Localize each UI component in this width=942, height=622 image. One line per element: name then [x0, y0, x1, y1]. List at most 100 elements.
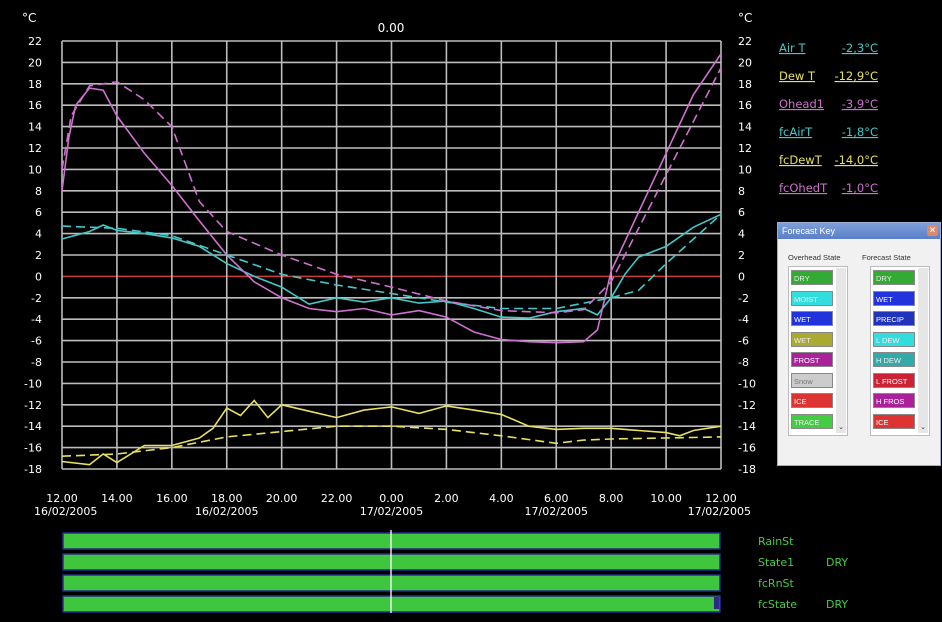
series-air-t: [61, 213, 722, 319]
series-fcohedt: [61, 67, 722, 314]
forecast-state-list[interactable]: ICE H FROS L FROST H DEW L DEW PRECIP WET DRY ⌄: [870, 266, 930, 436]
y-tick-label: 16: [28, 99, 42, 112]
chart-series: [61, 53, 722, 466]
y-tick-label: 18: [738, 78, 752, 91]
forecast-key-window[interactable]: Forecast Key ✕ Overhead State Forecast S…: [777, 222, 941, 466]
y-tick-label: -16: [24, 442, 42, 455]
forecast-key-titlebar[interactable]: Forecast Key ✕: [778, 223, 940, 239]
state-chip: FROST: [791, 352, 833, 367]
status-bar-end-marker: [714, 597, 719, 609]
y-tick-label: -2: [738, 292, 749, 305]
status-bar-label: State1: [758, 556, 794, 569]
y-tick-label: 6: [35, 206, 42, 219]
y-tick-label: 18: [28, 78, 42, 91]
state-chip: H DEW: [873, 352, 915, 367]
legend-value: -1,0°C: [842, 181, 878, 195]
close-icon[interactable]: ✕: [927, 225, 938, 236]
state-chip: TRACE: [791, 413, 833, 429]
overhead-list-scrollbar[interactable]: ⌄: [836, 268, 846, 433]
y-tick-label: 20: [28, 56, 42, 69]
x-tick-date: 17/02/2005: [525, 505, 588, 518]
y-tick-label: -8: [738, 356, 749, 369]
y-tick-label: 14: [738, 121, 752, 134]
y-tick-label: -10: [738, 377, 756, 390]
y-unit-right: °C: [738, 11, 752, 25]
state-chip: WET: [791, 311, 833, 326]
legend-name: Dew T: [779, 69, 816, 83]
chart-legend: Air T -2,3°C Dew T -12,9°C Ohead1 -3,9°C fcAir…: [779, 41, 878, 195]
legend-value: -3,9°C: [842, 97, 878, 111]
y-tick-label: 10: [738, 163, 752, 176]
x-tick-label: 12.00: [46, 492, 78, 505]
x-tick-date: 17/02/2005: [688, 505, 751, 518]
y-tick-label: 4: [35, 228, 42, 241]
legend-value: -1,8°C: [842, 125, 878, 139]
state-chip: H FROS: [873, 393, 915, 408]
y-tick-label: 20: [738, 56, 752, 69]
y-tick-label: -6: [738, 335, 749, 348]
y-tick-label: -12: [24, 399, 42, 412]
legend-name: fcDewT: [779, 153, 823, 167]
series-dew-t: [61, 399, 722, 466]
y-tick-label: -12: [738, 399, 756, 412]
y-tick-label: 8: [738, 185, 745, 198]
chevron-down-icon[interactable]: ⌄: [838, 424, 844, 431]
state-chip: Snow: [791, 372, 833, 388]
x-tick-label: 0.00: [379, 492, 404, 505]
series-fcdewt: [61, 425, 722, 457]
y-tick-label: -14: [24, 420, 42, 433]
y-unit-left: °C: [22, 11, 36, 25]
chevron-down-icon[interactable]: ⌄: [920, 424, 926, 431]
y-tick-label: -14: [738, 420, 756, 433]
status-bar-value: DRY: [826, 556, 848, 569]
state-chip: PRECIP: [873, 311, 915, 326]
x-tick-date: 16/02/2005: [195, 505, 258, 518]
x-tick-label: 10.00: [650, 492, 682, 505]
legend-name: Ohead1: [779, 97, 824, 111]
y-tick-label: 0: [35, 270, 42, 283]
state-chip: MOIST: [791, 290, 833, 306]
y-tick-label: 0: [738, 270, 745, 283]
y-tick-label: -18: [738, 463, 756, 476]
y-tick-label: -2: [31, 292, 42, 305]
x-tick-label: 4.00: [489, 492, 514, 505]
y-tick-label: 22: [28, 35, 42, 48]
legend-name: fcOhedT: [779, 181, 828, 195]
y-tick-label: 12: [28, 142, 42, 155]
status-bar-value: DRY: [826, 598, 848, 611]
x-tick-date: 16/02/2005: [34, 505, 97, 518]
y-tick-label: 16: [738, 99, 752, 112]
legend-value: -14,0°C: [834, 153, 878, 167]
y-tick-label: -6: [31, 335, 42, 348]
state-chip: ICE: [791, 393, 833, 408]
forecast-state-header: Forecast State: [862, 253, 911, 262]
chart-grid: [61, 40, 722, 470]
forecast-key-title: Forecast Key: [782, 226, 836, 236]
y-tick-label: 14: [28, 121, 42, 134]
state-chip: DRY: [873, 270, 915, 285]
x-tick-label: 12.00: [705, 492, 737, 505]
status-bar-label: fcState: [758, 598, 797, 611]
top-value: 0.00: [378, 21, 405, 35]
legend-name: fcAirT: [779, 125, 813, 139]
state-chip: WET: [791, 331, 833, 347]
state-chip: L FROST: [873, 372, 915, 388]
legend-name: Air T: [779, 41, 806, 55]
x-tick-label: 2.00: [434, 492, 459, 505]
x-tick-label: 20.00: [266, 492, 298, 505]
x-tick-label: 14.00: [101, 492, 133, 505]
y-tick-label: -8: [31, 356, 42, 369]
state-chip: DRY: [791, 270, 833, 285]
x-tick-label: 6.00: [544, 492, 569, 505]
y-tick-label: 2: [35, 249, 42, 262]
y-tick-label: 2: [738, 249, 745, 262]
x-tick-label: 22.00: [321, 492, 353, 505]
y-tick-label: 8: [35, 185, 42, 198]
overhead-state-list[interactable]: TRACE ICE Snow FROST WET WET MOIST DRY ⌄: [788, 266, 848, 436]
state-chip: L DEW: [873, 331, 915, 347]
forecast-list-scrollbar[interactable]: ⌄: [918, 268, 928, 433]
y-axis-right: 2220181614121086420-2-4-6-8-10-12-14-16-…: [738, 35, 756, 476]
status-bar-label: RainSt: [758, 535, 794, 548]
legend-value: -12,9°C: [834, 69, 878, 83]
